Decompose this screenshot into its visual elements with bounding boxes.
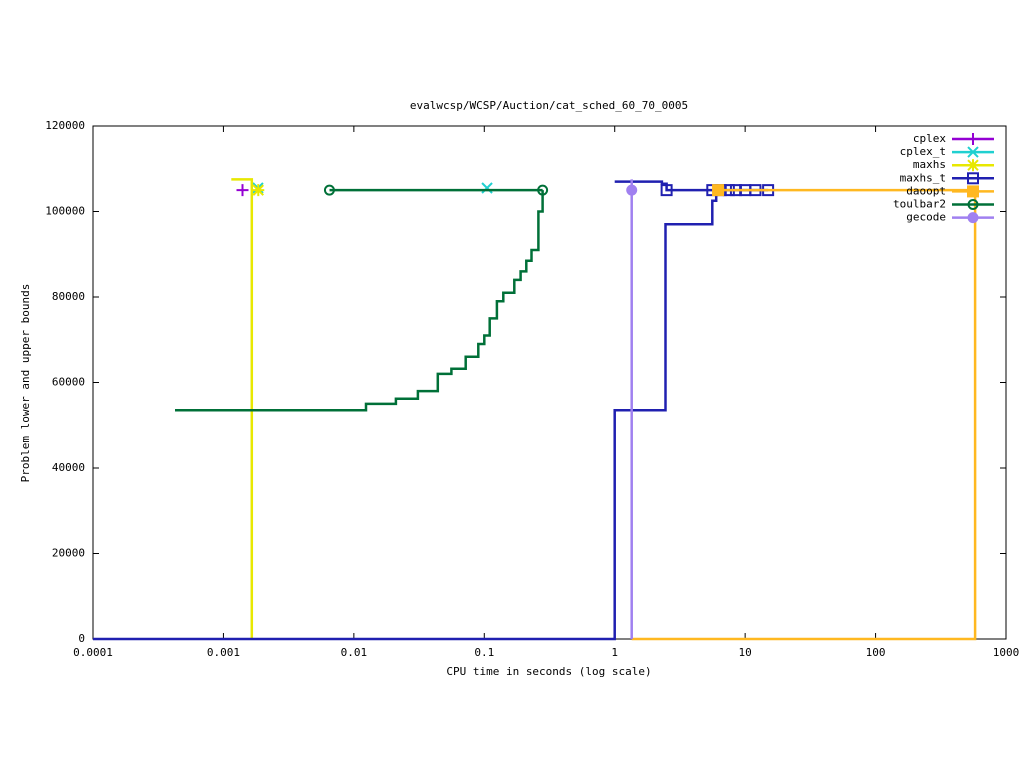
data-point — [712, 184, 725, 197]
data-point — [537, 184, 549, 196]
legend-marker — [967, 172, 979, 185]
plot-border — [92, 125, 1007, 640]
data-point — [660, 184, 673, 197]
y-axis-label: Problem lower and upper bounds — [19, 284, 32, 483]
y-tick-label: 40000 — [52, 461, 85, 474]
x-axis-label: CPU time in seconds (log scale) — [446, 665, 651, 678]
legend-marker-part — [967, 185, 979, 198]
data-point — [252, 184, 265, 197]
x-tick-label: 0.001 — [207, 646, 240, 659]
x-tick-label: 100 — [866, 646, 886, 659]
legend-label: daoopt — [906, 184, 946, 197]
x-tick-label: 1 — [611, 646, 618, 659]
legend-marker — [967, 199, 979, 210]
legend-marker-part — [967, 199, 979, 210]
legend-label: toulbar2 — [893, 198, 946, 211]
legend-label: maxhs_t — [900, 171, 946, 184]
y-tick-label: 60000 — [52, 376, 85, 389]
legend-marker-part — [967, 159, 979, 171]
data-point-part — [252, 184, 264, 196]
y-tick-label: 100000 — [45, 205, 85, 218]
x-tick-label: 0.1 — [474, 646, 494, 659]
x-tick-label: 0.01 — [341, 646, 368, 659]
legend-marker-part — [967, 146, 979, 158]
data-point-part — [323, 184, 335, 196]
legend-marker — [967, 159, 979, 172]
x-tick-label: 10 — [739, 646, 752, 659]
legend-label: cplex_t — [900, 145, 946, 158]
data-point — [626, 184, 638, 196]
series-line — [93, 180, 769, 641]
data-point — [236, 184, 249, 197]
legend-marker — [967, 185, 979, 198]
series-line — [231, 178, 254, 639]
series-line — [175, 188, 544, 412]
series-line — [631, 188, 977, 641]
y-tick-label: 0 — [78, 632, 85, 645]
x-tick-label: 1000 — [993, 646, 1020, 659]
data-point — [323, 184, 335, 196]
legend-label: gecode — [906, 211, 946, 224]
y-tick-label: 20000 — [52, 547, 85, 560]
y-tick-label: 80000 — [52, 290, 85, 303]
chart-title: evalwcsp/WCSP/Auction/cat_sched_60_70_00… — [410, 99, 688, 112]
legend-marker — [967, 133, 979, 145]
legend-marker-part — [967, 172, 979, 185]
data-point-part — [712, 184, 725, 197]
data-point-part — [537, 184, 549, 196]
y-tick-label: 120000 — [45, 119, 85, 132]
legend-label: maxhs — [913, 158, 946, 171]
data-point-part — [660, 184, 673, 197]
x-tick-label: 0.0001 — [73, 646, 113, 659]
legend-marker — [967, 212, 979, 224]
data-point-part — [626, 184, 638, 196]
legend-label: cplex — [913, 132, 946, 145]
data-point — [481, 182, 493, 194]
legend-marker-part — [967, 212, 979, 224]
legend-marker — [967, 146, 979, 158]
